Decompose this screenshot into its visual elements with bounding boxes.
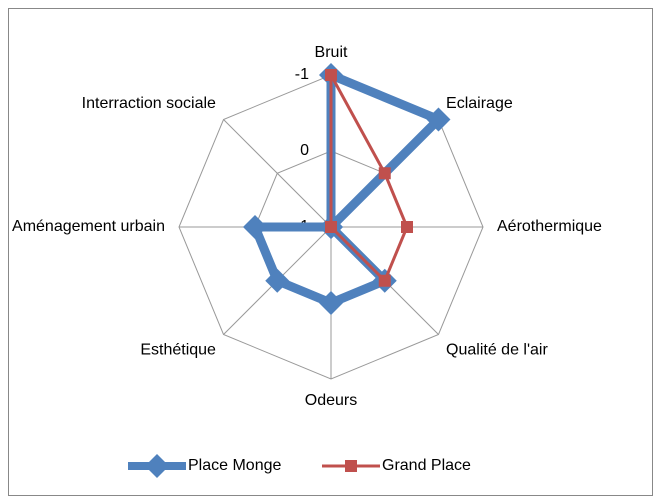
point: [319, 291, 343, 315]
category-label: Aménagement urbain: [12, 218, 165, 235]
series-line: [329, 73, 409, 283]
category-label: Odeurs: [305, 392, 357, 409]
category-label: Qualité de l'air: [446, 341, 548, 358]
category-label: Bruit: [315, 44, 348, 61]
category-label: Aérothermique: [497, 218, 602, 235]
legend-label: Grand Place: [382, 457, 471, 474]
category-label: Esthétique: [140, 341, 216, 358]
category-label: Eclairage: [446, 95, 513, 112]
legend-label: Place Monge: [188, 457, 281, 474]
category-label: Interraction sociale: [82, 95, 216, 112]
legend-marker: [345, 460, 357, 472]
grid-ring: [178, 74, 484, 380]
legend-marker: [145, 454, 169, 478]
point: [325, 221, 337, 233]
point: [378, 167, 391, 180]
r-tick-label: -1: [295, 66, 309, 83]
point: [243, 215, 267, 239]
point: [265, 268, 290, 293]
r-tick-label: 0: [300, 142, 309, 159]
point: [401, 221, 413, 233]
point: [325, 69, 337, 81]
point: [426, 107, 451, 132]
point: [378, 274, 391, 287]
